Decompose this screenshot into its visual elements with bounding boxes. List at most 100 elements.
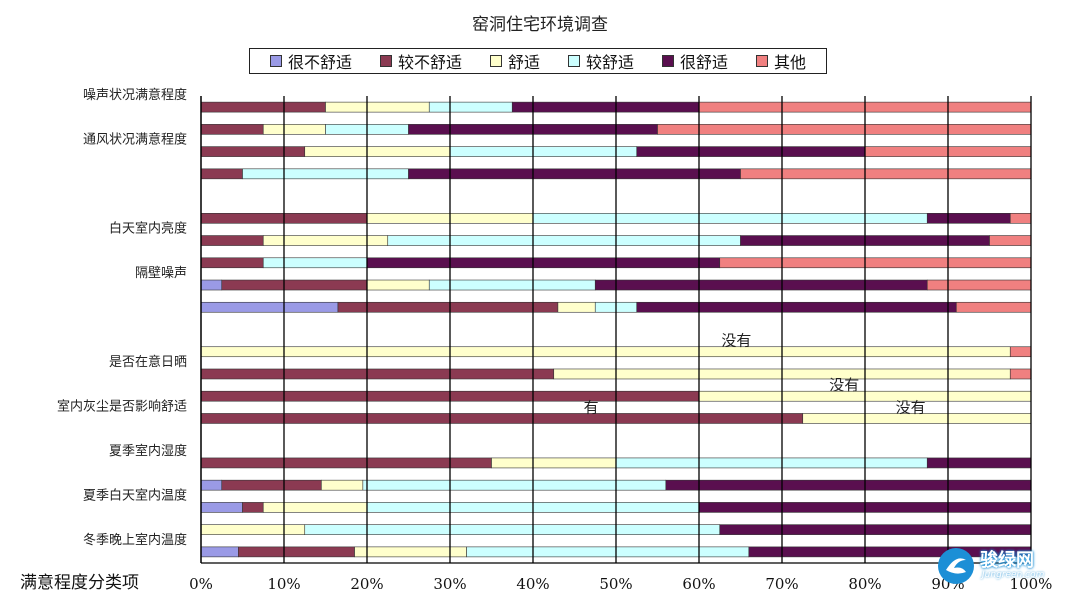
bar-segment bbox=[200, 502, 243, 513]
category-label: 噪声状况满意程度 bbox=[83, 87, 187, 103]
bar-segment bbox=[262, 257, 368, 269]
category-label: 夏季室内湿度 bbox=[109, 443, 187, 459]
bar-segment bbox=[1009, 346, 1032, 358]
bar-segment bbox=[200, 101, 326, 113]
bar-segment bbox=[238, 546, 355, 558]
x-tick-label: 20% bbox=[350, 575, 383, 593]
bar-segment bbox=[719, 257, 1032, 269]
bar-segment bbox=[200, 301, 339, 313]
watermark-url: Jungreen.com bbox=[982, 570, 1045, 580]
legend-swatch bbox=[755, 55, 768, 67]
x-tick-label: 30% bbox=[433, 575, 466, 593]
bar-segment bbox=[200, 457, 492, 469]
bar-segment bbox=[221, 279, 368, 291]
bar-segment bbox=[200, 413, 804, 424]
bar-segment bbox=[242, 502, 264, 513]
x-tick-label: 50% bbox=[599, 575, 632, 593]
legend-label: 舒适 bbox=[507, 53, 540, 72]
bar-segment bbox=[221, 479, 322, 491]
bar-segment bbox=[304, 146, 451, 157]
bar-segment bbox=[200, 524, 306, 535]
bar-segment bbox=[926, 213, 1011, 224]
bar-segment bbox=[200, 346, 1011, 358]
bar-segment bbox=[719, 524, 1032, 535]
annotation-label: 没有 bbox=[721, 332, 751, 350]
bar-segment bbox=[1009, 213, 1032, 224]
bar-segment bbox=[200, 368, 555, 380]
legend-item: 舒适 bbox=[489, 49, 540, 73]
bar-segment bbox=[200, 479, 223, 491]
legend-item: 很舒适 bbox=[661, 49, 728, 73]
bar-segment bbox=[325, 101, 430, 113]
x-tick-label: 0% bbox=[189, 575, 213, 593]
annotation-label: 有 bbox=[584, 398, 599, 416]
bar-segment bbox=[200, 235, 264, 246]
bar-segment bbox=[200, 279, 223, 291]
bar-segment bbox=[511, 101, 700, 113]
bar-segment bbox=[1009, 368, 1032, 380]
watermark: 骏绿网 Jungreen.com bbox=[936, 544, 1062, 588]
bar-segment bbox=[449, 146, 638, 157]
category-label: 室内灰尘是否影响舒适 bbox=[57, 398, 187, 414]
category-label: 冬季晚上室内温度 bbox=[83, 532, 187, 548]
chart-title: 窑洞住宅环境调查 bbox=[472, 15, 608, 35]
bar-segment bbox=[321, 479, 364, 491]
bar-segment bbox=[362, 479, 667, 491]
bar-segment bbox=[262, 124, 326, 135]
legend-item: 很不舒适 bbox=[269, 49, 352, 73]
watermark-brand: 骏绿网 bbox=[980, 550, 1034, 571]
x-tick-label: 80% bbox=[848, 575, 881, 593]
bar-segment bbox=[615, 457, 928, 469]
annotation-label: 没有 bbox=[829, 376, 859, 394]
legend-label: 很舒适 bbox=[679, 53, 728, 72]
legend-item: 较不舒适 bbox=[379, 49, 462, 73]
y-axis-title: 满意程度分类项 bbox=[20, 573, 139, 593]
bar-segment bbox=[387, 235, 741, 246]
x-tick-label: 100% bbox=[1010, 575, 1053, 593]
bar-segment bbox=[242, 168, 409, 180]
bar-segment bbox=[665, 479, 1032, 491]
legend-item: 其他 bbox=[755, 49, 806, 73]
bar-segment bbox=[955, 301, 1032, 313]
bar-segment bbox=[200, 124, 264, 135]
bar-segment bbox=[926, 457, 1032, 469]
bar-segment bbox=[557, 301, 596, 313]
bar-segment bbox=[366, 257, 721, 269]
legend-item: 较舒适 bbox=[567, 49, 634, 73]
bar-segment bbox=[262, 502, 368, 513]
annotation-label: 没有 bbox=[896, 398, 926, 416]
category-label: 白天室内亮度 bbox=[109, 221, 187, 237]
bar-segment bbox=[366, 279, 430, 291]
bar-segment bbox=[200, 257, 264, 269]
category-label: 通风状况满意程度 bbox=[83, 132, 187, 148]
legend-label: 其他 bbox=[773, 53, 806, 72]
bar-segment bbox=[926, 279, 1032, 291]
bar-segment bbox=[740, 168, 1032, 180]
legend: 很不舒适 较不舒适 舒适 较舒适 很舒适 其他 bbox=[249, 48, 827, 74]
legend-swatch bbox=[379, 55, 392, 67]
category-label: 夏季白天室内温度 bbox=[83, 487, 187, 503]
bar-segment bbox=[337, 301, 559, 313]
legend-label: 较舒适 bbox=[585, 53, 634, 72]
legend-swatch bbox=[269, 55, 282, 67]
bar-segment bbox=[200, 168, 243, 180]
bar-segment bbox=[428, 279, 596, 291]
x-tick-label: 40% bbox=[516, 575, 549, 593]
bar-segment bbox=[657, 124, 1032, 135]
legend-swatch bbox=[567, 55, 580, 67]
bar-segment bbox=[200, 546, 239, 558]
bar-segment bbox=[532, 213, 928, 224]
bar-segment bbox=[262, 235, 389, 246]
category-label: 隔壁噪声 bbox=[135, 266, 187, 281]
category-label: 是否在意日晒 bbox=[109, 354, 187, 370]
bar-segment bbox=[989, 235, 1032, 246]
bar-segment bbox=[408, 168, 741, 180]
bar-segment bbox=[428, 101, 513, 113]
bar-segment bbox=[491, 457, 617, 469]
x-tick-label: 70% bbox=[765, 575, 798, 593]
bar-segment bbox=[594, 279, 928, 291]
bar-segment bbox=[466, 546, 750, 558]
bar-segment bbox=[200, 146, 306, 157]
